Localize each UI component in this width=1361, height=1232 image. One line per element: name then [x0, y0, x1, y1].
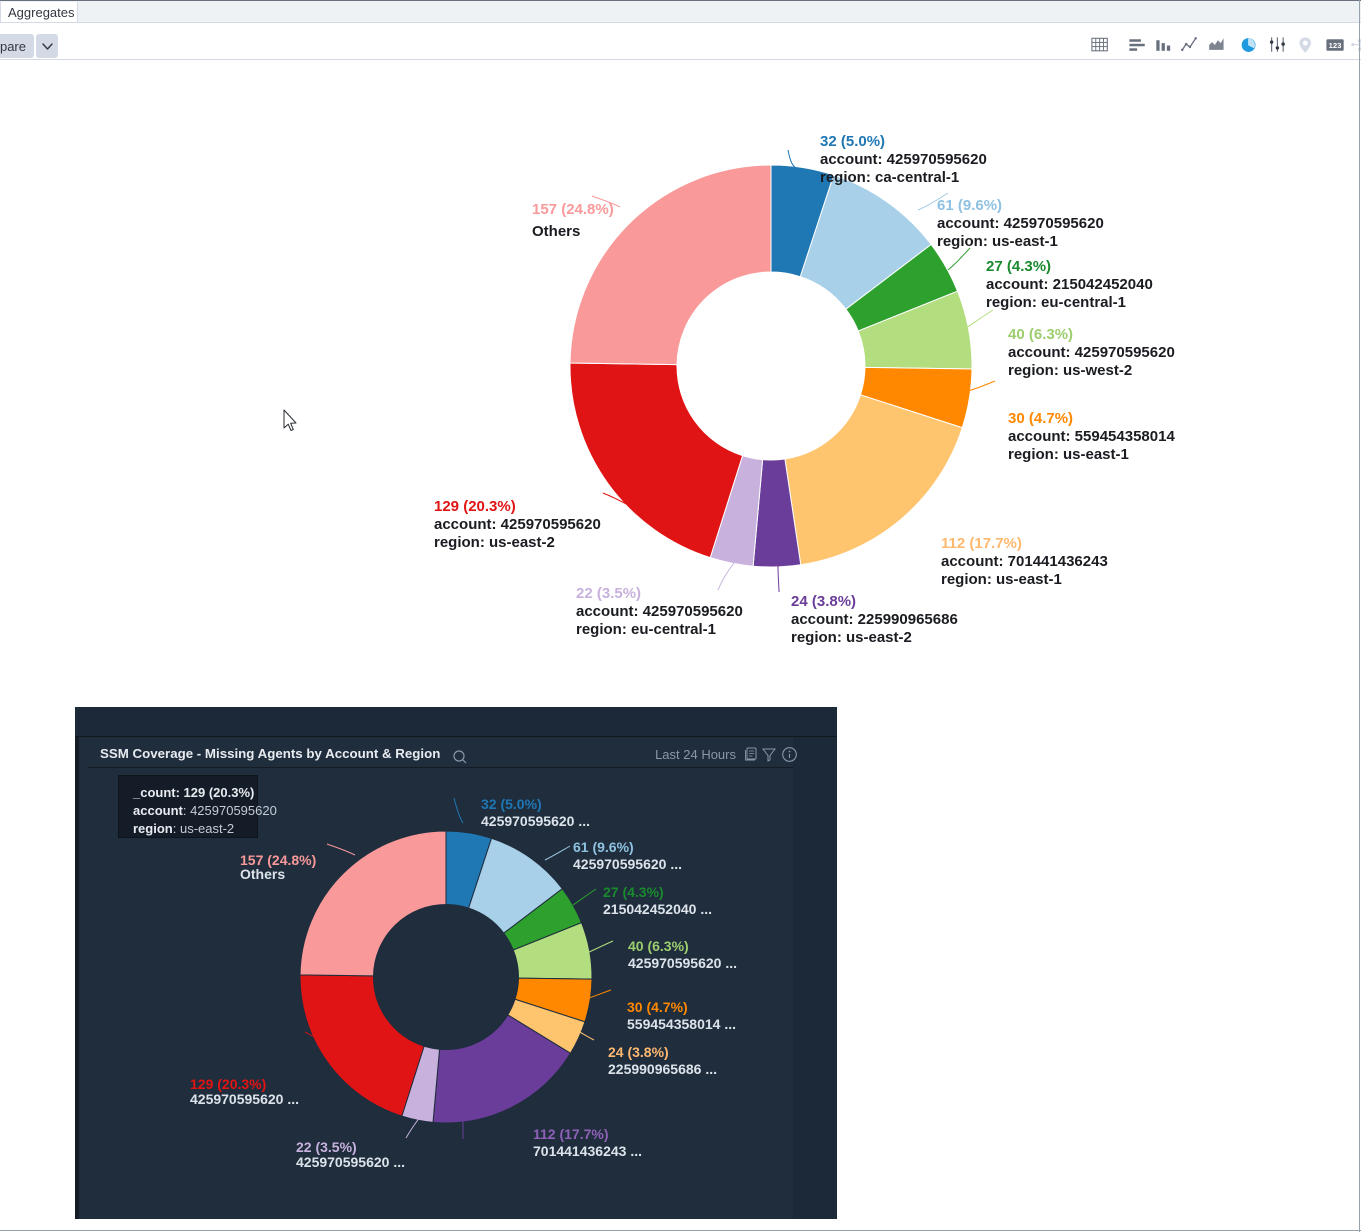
- svg-text:region: ca-central-1: region: ca-central-1: [820, 169, 959, 186]
- svg-text:129 (20.3%): 129 (20.3%): [190, 1076, 266, 1092]
- svg-text:157 (24.8%): 157 (24.8%): [532, 201, 614, 218]
- svg-text:account: 425970595620: account: 425970595620: [1008, 344, 1175, 361]
- svg-text:225990965686 ...: 225990965686 ...: [608, 1061, 717, 1077]
- svg-text:425970595620 ...: 425970595620 ...: [296, 1154, 405, 1170]
- svg-text:425970595620 ...: 425970595620 ...: [481, 813, 590, 829]
- svg-text:region: us-east-1: region: us-east-1: [1008, 446, 1129, 463]
- svg-text:215042452040 ...: 215042452040 ...: [603, 901, 712, 917]
- svg-text:559454358014 ...: 559454358014 ...: [627, 1016, 736, 1032]
- svg-text:27 (4.3%): 27 (4.3%): [986, 258, 1051, 275]
- svg-text:425970595620 ...: 425970595620 ...: [628, 955, 737, 971]
- svg-text:account: 701441436243: account: 701441436243: [941, 553, 1108, 570]
- svg-text:region: us-west-2: region: us-west-2: [1008, 362, 1132, 379]
- svg-text:32 (5.0%): 32 (5.0%): [820, 133, 885, 150]
- svg-text:region: us-east-1: region: us-east-1: [941, 571, 1062, 588]
- svg-text:account: 425970595620: account: 425970595620: [576, 603, 743, 620]
- svg-text:30 (4.7%): 30 (4.7%): [1008, 410, 1073, 427]
- svg-text:27 (4.3%): 27 (4.3%): [603, 884, 664, 900]
- svg-text:24 (3.8%): 24 (3.8%): [608, 1044, 669, 1060]
- svg-text:32 (5.0%): 32 (5.0%): [481, 796, 542, 812]
- svg-text:425970595620 ...: 425970595620 ...: [190, 1091, 299, 1107]
- svg-text:Others: Others: [240, 866, 285, 882]
- svg-text:40 (6.3%): 40 (6.3%): [628, 938, 689, 954]
- svg-text:account: 425970595620: account: 425970595620: [937, 215, 1104, 232]
- svg-text:129 (20.3%): 129 (20.3%): [434, 498, 516, 515]
- svg-text:account: 425970595620: account: 425970595620: [434, 516, 601, 533]
- svg-text:22 (3.5%): 22 (3.5%): [296, 1139, 357, 1155]
- svg-text:account: 215042452040: account: 215042452040: [986, 276, 1153, 293]
- svg-text:account: 225990965686: account: 225990965686: [791, 611, 958, 628]
- svg-text:Others: Others: [532, 223, 580, 240]
- svg-text:112 (17.7%): 112 (17.7%): [941, 535, 1022, 552]
- svg-text:22 (3.5%): 22 (3.5%): [576, 585, 641, 602]
- svg-text:region: us-east-2: region: us-east-2: [434, 534, 555, 551]
- svg-text:701441436243 ...: 701441436243 ...: [533, 1143, 642, 1159]
- svg-text:account: 559454358014: account: 559454358014: [1008, 428, 1175, 445]
- svg-text:region: us-east-2: region: us-east-2: [791, 629, 912, 646]
- svg-text:61 (9.6%): 61 (9.6%): [937, 197, 1002, 214]
- svg-text:region: us-east-1: region: us-east-1: [937, 233, 1058, 250]
- svg-text:425970595620 ...: 425970595620 ...: [573, 856, 682, 872]
- svg-text:region: eu-central-1: region: eu-central-1: [986, 294, 1126, 311]
- svg-text:40 (6.3%): 40 (6.3%): [1008, 326, 1073, 343]
- svg-text:account: 425970595620: account: 425970595620: [820, 151, 987, 168]
- svg-text:112 (17.7%): 112 (17.7%): [533, 1126, 609, 1142]
- svg-text:61 (9.6%): 61 (9.6%): [573, 839, 634, 855]
- svg-text:24 (3.8%): 24 (3.8%): [791, 593, 856, 610]
- svg-text:region: eu-central-1: region: eu-central-1: [576, 621, 716, 638]
- svg-text:30 (4.7%): 30 (4.7%): [627, 999, 688, 1015]
